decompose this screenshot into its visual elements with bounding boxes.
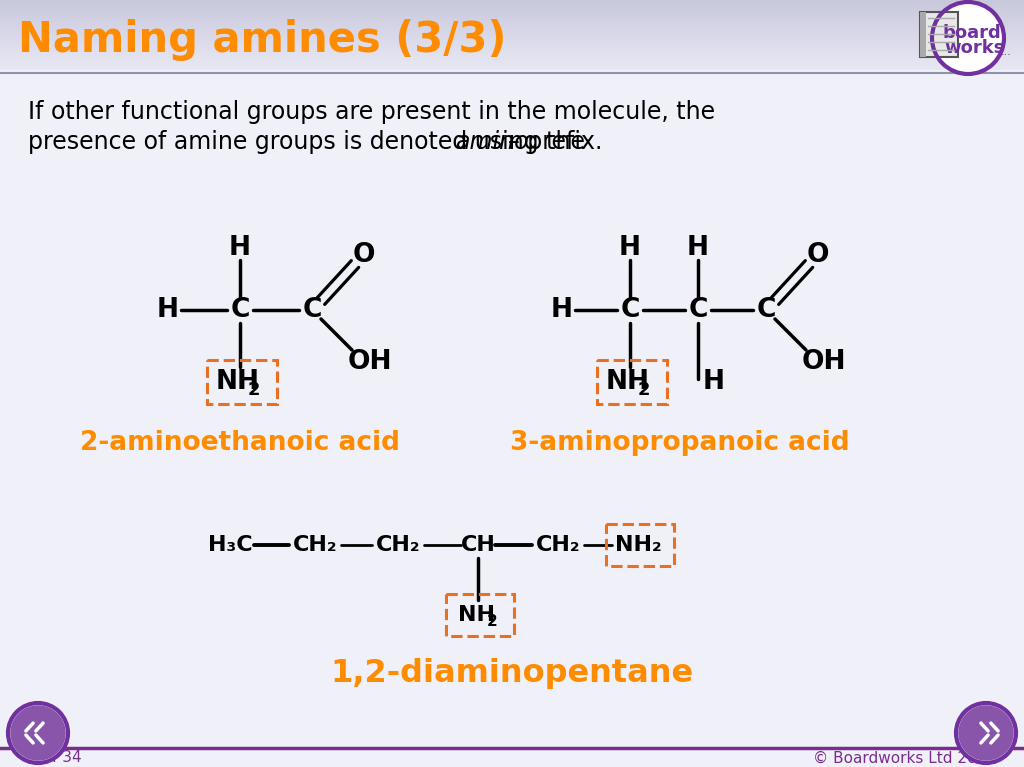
Circle shape [932,2,1004,74]
Text: – prefix.: – prefix. [508,130,602,154]
Text: ...: ... [1001,47,1012,57]
Text: C: C [230,297,250,323]
Text: presence of amine groups is denoted using the: presence of amine groups is denoted usin… [28,130,593,154]
Text: OH: OH [348,349,392,375]
Bar [207,360,278,404]
Text: H: H [687,235,709,261]
Text: H: H [551,297,573,323]
Text: H₃C: H₃C [208,535,252,555]
Text: CH: CH [461,535,496,555]
Text: amino: amino [455,130,528,154]
Text: C: C [302,297,322,323]
Text: H: H [703,369,725,395]
Circle shape [956,703,1016,763]
Text: O: O [807,242,829,268]
Text: NH: NH [606,369,650,395]
Text: If other functional groups are present in the molecule, the: If other functional groups are present i… [28,100,715,124]
Text: works: works [945,39,1006,57]
Text: board: board [943,24,1001,42]
Text: CH₂: CH₂ [536,535,581,555]
Circle shape [8,703,68,763]
Text: Naming amines (3/3): Naming amines (3/3) [18,19,507,61]
Text: H: H [157,297,179,323]
Text: C: C [688,297,708,323]
Bar [597,360,667,404]
Text: 2: 2 [486,614,498,630]
Text: 1,2-diaminopentane: 1,2-diaminopentane [331,658,693,689]
Text: NH₂: NH₂ [614,535,662,555]
Text: 2-aminoethanoic acid: 2-aminoethanoic acid [80,430,400,456]
Text: C: C [621,297,640,323]
Text: C: C [757,297,776,323]
Circle shape [959,706,1013,760]
Bar [446,594,514,636]
Text: O: O [352,242,375,268]
Text: 2: 2 [638,381,650,399]
Text: 9 of 34: 9 of 34 [28,750,82,765]
Text: 3-aminopropanoic acid: 3-aminopropanoic acid [510,430,850,456]
Text: © Boardworks Ltd 2010: © Boardworks Ltd 2010 [813,750,996,765]
Bar [606,524,674,566]
Circle shape [11,706,65,760]
Text: CH₂: CH₂ [376,535,420,555]
Text: NH: NH [458,605,495,625]
Text: CH₂: CH₂ [293,535,337,555]
Text: H: H [618,235,641,261]
Bar [920,12,958,57]
Text: H: H [229,235,251,261]
Text: OH: OH [802,349,846,375]
Bar [920,12,926,57]
Text: 2: 2 [248,381,260,399]
Text: NH: NH [216,369,260,395]
